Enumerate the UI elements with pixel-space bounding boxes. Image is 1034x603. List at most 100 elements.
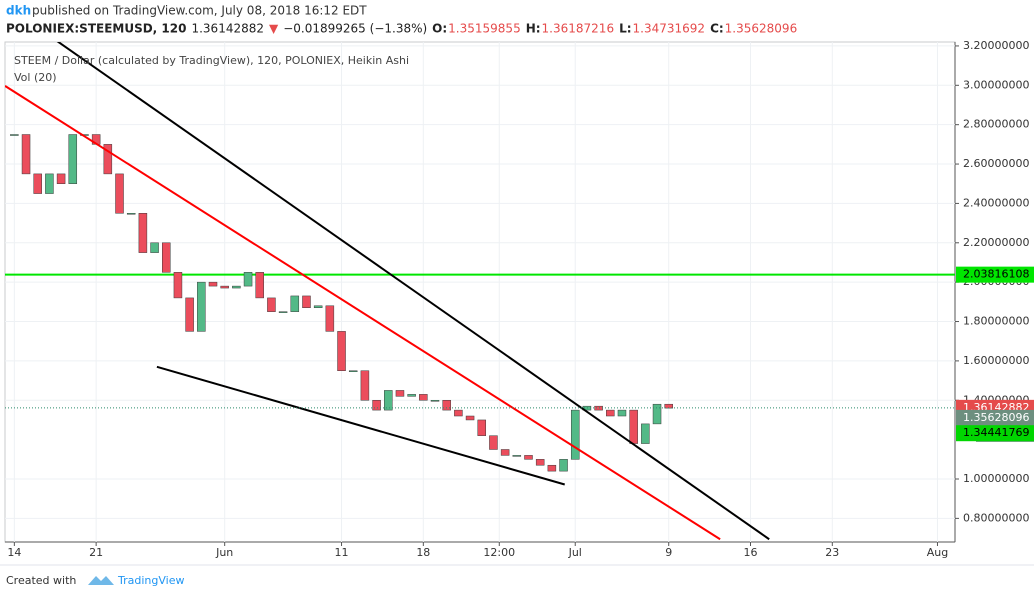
- candle: [606, 409, 615, 417]
- price-label: 1.34441769: [963, 426, 1029, 439]
- trend-line: [5, 85, 721, 541]
- x-tick-label: Jun: [215, 546, 233, 559]
- candle: [524, 455, 533, 460]
- header-item: 1.35159855: [448, 22, 521, 36]
- candle: [313, 305, 323, 308]
- footer-brand[interactable]: TradingView: [117, 574, 184, 587]
- candle: [21, 134, 31, 175]
- candle: [430, 400, 440, 402]
- candle: [348, 370, 358, 372]
- header-item: POLONIEX:STEEMUSD, 120: [6, 22, 186, 36]
- candle: [617, 409, 627, 417]
- candle: [641, 423, 650, 444]
- candle: [325, 305, 335, 332]
- candle: [547, 464, 557, 472]
- candle: [162, 242, 171, 273]
- y-tick-label: 2.20000000: [963, 236, 1029, 249]
- candle: [173, 272, 183, 299]
- trend-line: [156, 365, 565, 486]
- candle: [407, 394, 416, 397]
- header-item: ▼: [269, 22, 279, 36]
- candle: [384, 390, 393, 411]
- candle: [126, 213, 136, 215]
- x-tick-label: 12:00: [483, 546, 515, 559]
- candle: [138, 213, 148, 253]
- axes: 0.800000001.000000001.400000001.60000000…: [7, 39, 1034, 559]
- candle: [395, 390, 405, 397]
- x-tick-label: 9: [665, 546, 672, 559]
- candle: [489, 435, 498, 450]
- candle: [535, 459, 545, 466]
- candle: [594, 405, 603, 411]
- candle: [477, 419, 487, 436]
- candle: [103, 144, 113, 175]
- y-tick-label: 1.60000000: [963, 354, 1029, 367]
- chart-title: STEEM / Dollar (calculated by TradingVie…: [14, 54, 409, 67]
- trend-line: [56, 42, 770, 541]
- candle: [33, 173, 42, 194]
- header-item: 1.35628096: [725, 22, 798, 36]
- x-tick-label: 23: [825, 546, 839, 559]
- x-tick-label: 16: [744, 546, 758, 559]
- candle: [68, 134, 78, 184]
- grid: [5, 42, 955, 542]
- price-label-box: [956, 425, 1034, 442]
- candle: [208, 281, 218, 287]
- plot: [5, 42, 955, 541]
- candle: [652, 403, 662, 425]
- candle: [150, 242, 159, 253]
- candle: [442, 400, 451, 411]
- candle: [360, 370, 370, 401]
- candle: [197, 281, 206, 332]
- price-label-box: [956, 409, 1034, 426]
- x-tick-label: 11: [335, 546, 349, 559]
- x-tick-label: 18: [416, 546, 430, 559]
- published: published on TradingView.com, July 08, 2…: [32, 4, 367, 18]
- level-label-box: [956, 266, 1034, 283]
- x-tick-label: 14: [7, 546, 21, 559]
- candle: [232, 285, 241, 289]
- candle: [278, 311, 288, 313]
- y-tick-label: 1.80000000: [963, 315, 1029, 328]
- candle: [290, 295, 300, 312]
- y-tick-label: 2.80000000: [963, 118, 1029, 131]
- candle: [267, 297, 276, 312]
- y-tick-label: 2.60000000: [963, 157, 1029, 170]
- candle: [220, 285, 229, 289]
- header-item: C:: [710, 22, 724, 36]
- candle: [255, 272, 264, 299]
- header-item: 1.36187216: [542, 22, 615, 36]
- y-tick-label: 3.00000000: [963, 78, 1029, 91]
- y-tick-label: 3.20000000: [963, 39, 1029, 52]
- y-tick-label: 0.80000000: [963, 511, 1029, 524]
- footer-created: Created with: [6, 574, 76, 587]
- candle: [243, 272, 253, 287]
- volume-label: Vol (20): [14, 71, 57, 84]
- level-label: 2.03816108: [963, 268, 1029, 281]
- y-tick-label: 1.00000000: [963, 472, 1029, 485]
- header-item: L:: [619, 22, 631, 36]
- candle: [512, 455, 522, 457]
- candle: [115, 173, 124, 214]
- candle: [559, 459, 568, 472]
- candle: [570, 409, 580, 460]
- logo: [88, 576, 114, 585]
- x-tick-label: Jul: [568, 546, 582, 559]
- header-item: 1.34731692: [633, 22, 706, 36]
- header-item: H:: [526, 22, 541, 36]
- candle: [419, 394, 428, 401]
- candle: [56, 173, 66, 184]
- header-item: 1.36142882: [191, 22, 264, 36]
- x-tick-label: 21: [89, 546, 103, 559]
- header-item: O:: [432, 22, 447, 36]
- candle: [500, 449, 510, 456]
- candle: [185, 297, 194, 332]
- author: dkh: [6, 4, 31, 18]
- candle: [10, 134, 19, 136]
- header-item: −0.01899265 (−1.38%): [283, 22, 427, 36]
- price-label: 1.35628096: [963, 411, 1029, 424]
- candle: [629, 409, 638, 444]
- candle: [302, 295, 311, 308]
- candle: [45, 173, 54, 194]
